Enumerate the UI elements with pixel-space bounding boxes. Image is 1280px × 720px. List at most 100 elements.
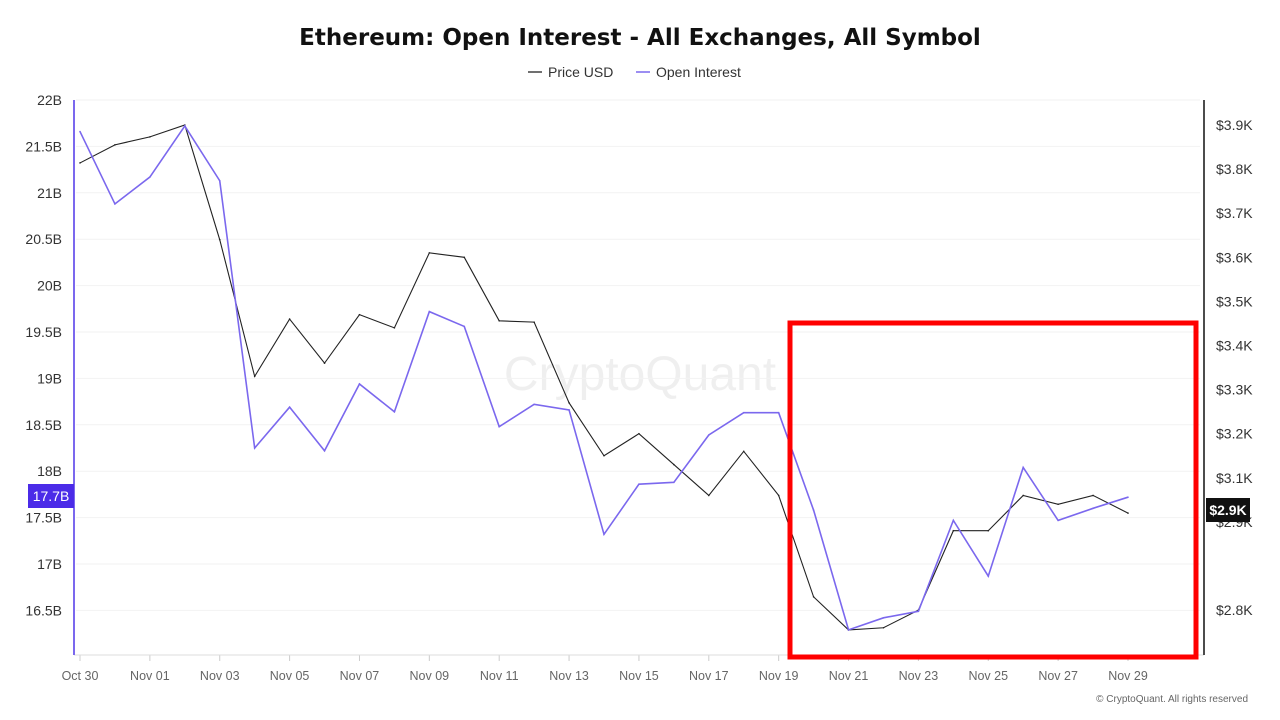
data-point-open-interest [603,533,605,536]
data-point-open-interest [218,179,221,182]
left-tick-label: 22B [37,92,62,108]
right-tick-label: $3.4K [1216,338,1253,354]
data-point-open-interest [393,411,396,413]
x-tick-label: Nov 13 [549,669,589,683]
data-point-price [777,494,780,497]
data-point-open-interest [79,130,81,133]
left-tick-label: 16.5B [25,602,62,618]
x-tick-label: Nov 01 [130,669,170,683]
data-point-open-interest [568,409,570,411]
data-point-open-interest [428,310,431,313]
right-current-badge: $2.9K [1206,498,1250,522]
data-point-price [882,626,885,629]
data-point-price [1057,503,1059,506]
left-tick-label: 17B [37,556,62,572]
x-tick-label: Nov 21 [829,669,869,683]
data-point-price [498,320,501,322]
data-point-open-interest [463,325,466,328]
left-tick-label: 19.5B [25,324,62,340]
data-point-open-interest [917,610,920,613]
data-point-price [952,529,955,532]
data-point-open-interest [498,425,501,428]
data-point-price [253,375,256,378]
data-point-open-interest [777,411,780,414]
data-point-open-interest [812,509,815,511]
data-point-open-interest [673,481,675,484]
left-tick-label: 21B [37,185,62,201]
data-point-price [987,529,990,532]
right-tick-label: $3.3K [1216,382,1253,398]
data-point-price [358,313,361,316]
data-point-open-interest [882,617,885,619]
data-point-open-interest [358,383,361,385]
data-point-price [149,136,151,138]
x-tick-label: Nov 29 [1108,669,1148,683]
data-point-open-interest [1127,496,1129,498]
x-tick-label: Nov 09 [410,669,450,683]
data-point-open-interest [184,125,186,127]
left-tick-label: 18.5B [25,417,62,433]
data-point-open-interest [708,434,710,436]
data-point-open-interest [288,406,291,408]
legend: Price USD Open Interest [528,64,741,80]
right-tick-label: $3.6K [1216,249,1253,265]
data-point-open-interest [149,176,151,178]
data-point-price [463,256,466,259]
data-point-open-interest [1022,466,1024,469]
right-tick-label: $2.8K [1216,602,1253,618]
right-tick-label: $3.9K [1216,117,1253,133]
data-point-price [288,318,291,320]
right-tick-label: $3.8K [1216,161,1253,177]
data-point-price [218,238,221,241]
left-tick-label: 20.5B [25,231,62,247]
data-point-price [79,162,81,164]
data-point-open-interest [1057,519,1059,522]
data-point-open-interest [1092,507,1094,510]
data-point-price [1127,512,1129,514]
x-tick-label: Nov 17 [689,669,729,683]
data-point-price [533,321,535,323]
x-tick-label: Nov 07 [340,669,380,683]
left-current-label: 17.7B [33,488,70,504]
x-tick-label: Nov 23 [899,669,939,683]
data-point-open-interest [638,483,640,485]
copyright: © CryptoQuant. All rights reserved [1096,694,1248,705]
right-tick-label: $3.5K [1216,293,1253,309]
right-tick-label: $3.7K [1216,205,1253,221]
data-point-price [568,402,570,404]
legend-oi-label[interactable]: Open Interest [656,64,741,80]
data-point-open-interest [742,411,745,414]
x-tick-label: Nov 19 [759,669,799,683]
data-point-price [708,494,710,497]
data-point-open-interest [533,403,535,406]
left-tick-label: 19B [37,370,62,386]
x-tick-label: Nov 03 [200,669,240,683]
data-point-price [114,144,116,146]
data-point-price [812,596,815,598]
data-point-open-interest [253,447,256,449]
highlight-box [787,320,1199,660]
x-tick-label: Oct 30 [62,669,99,683]
left-tick-label: 20B [37,278,62,294]
x-tick-label: Nov 05 [270,669,310,683]
data-point-open-interest [847,629,850,631]
data-point-price [1022,494,1024,497]
data-point-open-interest [323,449,326,452]
left-tick-label: 21.5B [25,138,62,154]
x-tick-label: Nov 11 [480,669,519,683]
legend-price-label[interactable]: Price USD [548,64,613,80]
right-tick-label: $3.1K [1216,470,1253,486]
chart-title: Ethereum: Open Interest - All Exchanges,… [299,25,981,51]
data-point-price [393,327,396,329]
data-point-price [742,450,745,453]
data-point-price [638,432,640,435]
data-point-price [673,463,675,466]
right-tick-label: $3.2K [1216,426,1253,442]
left-tick-label: 18B [37,463,62,479]
data-point-open-interest [987,575,990,577]
x-tick-label: Nov 27 [1038,669,1078,683]
left-tick-label: 17.5B [25,510,62,526]
data-point-open-interest [114,203,116,205]
data-point-price [323,362,326,364]
